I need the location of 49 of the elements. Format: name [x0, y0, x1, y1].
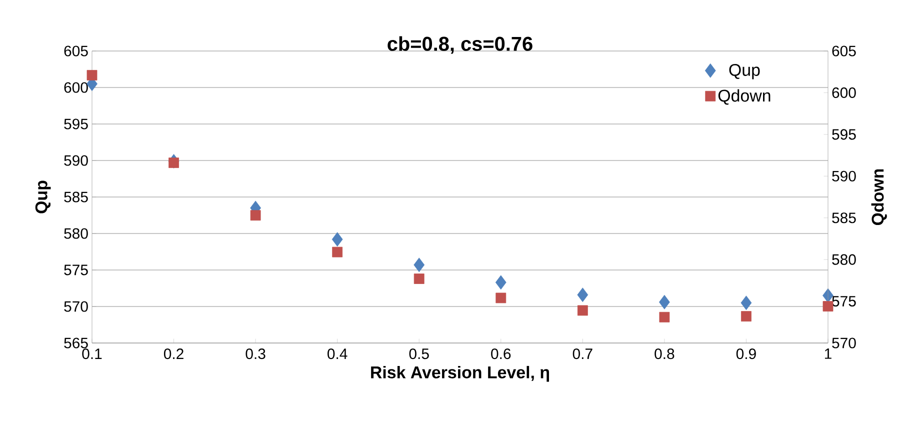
point [414, 274, 424, 284]
y-tick-label: 565 [64, 338, 88, 348]
point [168, 158, 179, 168]
x-tick-label: 0.1 [82, 348, 102, 360]
point [250, 210, 261, 221]
y-axis-title: Qup [35, 180, 51, 214]
x-tick-label: 0.6 [491, 348, 511, 360]
x-tick-label: 0.3 [246, 348, 266, 360]
y2-tick-label: 580 [832, 254, 856, 265]
y2-axis-title: Qdown [871, 169, 887, 226]
x-axis-title: Risk Aversion Level, η [371, 366, 549, 382]
point [496, 292, 506, 304]
point [414, 258, 425, 272]
y-tick-label: 600 [64, 82, 88, 93]
point [577, 305, 588, 316]
x-tick-label: 0.9 [736, 348, 756, 360]
y-tick-label: 575 [64, 264, 88, 276]
point [741, 311, 752, 322]
point [577, 288, 588, 302]
point [822, 301, 834, 312]
point [495, 275, 506, 290]
y2-tick-label: 600 [832, 87, 856, 98]
y-tick-label: 570 [64, 301, 88, 312]
y-tick-label: 595 [64, 118, 88, 130]
point [332, 232, 343, 247]
y2-tick-label: 575 [832, 296, 856, 306]
point [332, 246, 343, 258]
y2-tick-label: 585 [832, 212, 856, 224]
x-tick-label: 0.7 [572, 348, 592, 360]
point [740, 296, 752, 310]
legend-label: Qup [729, 64, 760, 80]
point [86, 70, 98, 80]
x-tick-label: 0.8 [654, 348, 674, 360]
y-tick-label: 585 [64, 192, 88, 202]
y2-tick-label: 595 [832, 129, 856, 140]
y-tick-label: 580 [64, 228, 88, 239]
y-tick-label: 590 [64, 155, 88, 166]
y2-tick-label: 570 [832, 338, 856, 348]
point [659, 312, 670, 322]
x-tick-label: 0.2 [164, 348, 184, 360]
x-tick-label: 0.4 [328, 348, 348, 360]
legend-label: Qdown [718, 89, 770, 105]
chart-title: cb=0.8, cs=0.76 [388, 36, 532, 54]
y2-tick-label: 605 [832, 46, 856, 56]
x-tick-label: 0.5 [409, 348, 429, 360]
y2-tick-label: 590 [832, 170, 856, 182]
point [658, 294, 670, 310]
x-tick-label: 1 [824, 348, 832, 359]
y-tick-label: 605 [64, 46, 88, 56]
